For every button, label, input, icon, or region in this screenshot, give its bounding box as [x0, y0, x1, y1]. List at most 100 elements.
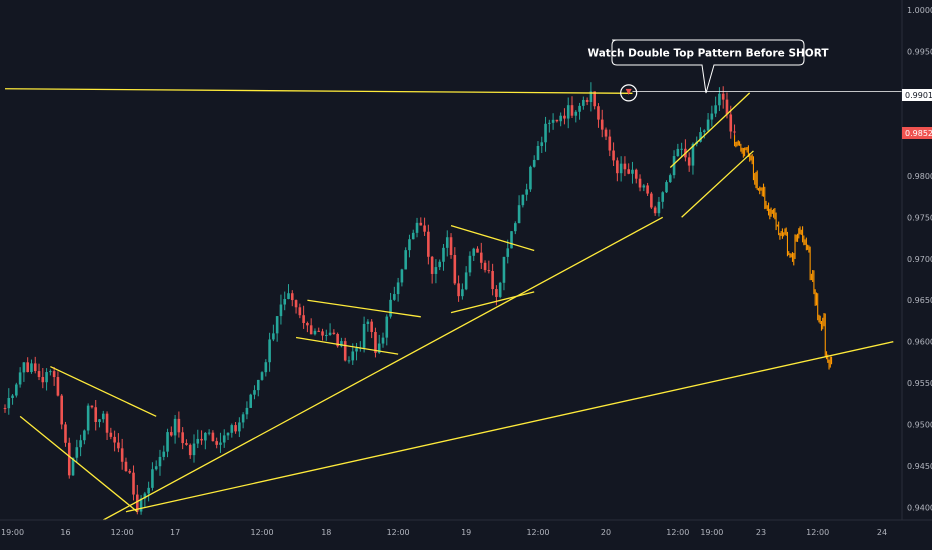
trendline-wedge-upper[interactable] — [669, 92, 751, 169]
candle-body — [389, 299, 392, 317]
candle-body — [192, 443, 196, 456]
candle-body — [661, 192, 665, 202]
candle-body — [298, 307, 302, 316]
candle-body — [113, 436, 116, 443]
candle-body — [710, 113, 714, 120]
candle-body — [151, 469, 154, 488]
x-tick-label: 19:00 — [700, 528, 723, 537]
candle-body — [396, 282, 400, 295]
candle-body — [170, 432, 173, 436]
candle-body — [15, 384, 18, 396]
candle-body — [56, 377, 60, 396]
callout[interactable]: Watch Double Top Pattern Before SHORT — [588, 39, 830, 94]
trendline-drawings[interactable] — [4, 88, 894, 521]
candle-body — [185, 443, 188, 445]
candle-body — [472, 248, 476, 256]
candle-body — [612, 150, 615, 161]
candle-body — [343, 341, 347, 361]
candle-body — [7, 398, 11, 409]
candle-body — [41, 377, 45, 383]
trendline-flag2-lower[interactable] — [295, 336, 399, 355]
candle-body — [120, 448, 124, 462]
candle-body — [725, 99, 729, 115]
candle-body — [268, 339, 271, 363]
candle-body — [559, 115, 562, 122]
candle-body — [290, 293, 294, 301]
candle-body — [162, 451, 166, 457]
candle-body — [328, 332, 332, 335]
candle-body — [506, 248, 510, 257]
candle-body — [139, 498, 143, 512]
trendline-wedge-lower[interactable] — [681, 150, 754, 218]
trendline-horizontal-resistance[interactable] — [4, 88, 633, 94]
candle-body — [188, 444, 192, 456]
candle-body — [438, 261, 441, 268]
candle-body — [657, 201, 661, 214]
candle-body — [136, 494, 139, 512]
candle-body — [241, 414, 245, 423]
candle-body — [411, 232, 415, 240]
candle-body — [249, 394, 252, 408]
candle-body — [464, 272, 468, 290]
candle-body — [67, 442, 71, 476]
candle-body — [302, 315, 305, 324]
resistance-price-text: 0.99015 — [905, 91, 932, 100]
candle-body — [521, 194, 525, 206]
trendline-flag1-lower[interactable] — [19, 415, 138, 513]
candle-body — [45, 372, 48, 383]
candle-body — [245, 407, 249, 415]
candle-body — [287, 293, 290, 300]
candle-body — [423, 225, 426, 232]
candle-body — [638, 178, 642, 188]
candle-body — [294, 300, 298, 308]
candle-body — [544, 123, 547, 143]
time-axis[interactable]: 19:00 16 12:00 17 12:00 18 12:00 19 12:00 20 12:00… — [0, 519, 932, 537]
callout-text: Watch Double Top Pattern Before SHORT — [588, 48, 830, 60]
candle-body — [634, 169, 638, 179]
candle-body — [551, 119, 555, 123]
candle-body — [687, 157, 691, 166]
candle-body — [699, 132, 702, 142]
y-tick-label: 0.99500 — [907, 47, 932, 56]
candle-body — [619, 163, 623, 174]
candle-body — [476, 248, 479, 253]
candle-body — [83, 430, 86, 441]
candle-body — [321, 331, 324, 336]
trendline-flag3-lower[interactable] — [450, 291, 535, 314]
candle-body — [332, 332, 336, 335]
candle-body — [211, 432, 215, 442]
y-tick-label: 0.94500 — [907, 462, 932, 471]
candle-body — [143, 493, 147, 499]
last-price-badge: 0.98527 — [902, 127, 932, 139]
trendline-major-support-1[interactable] — [102, 216, 664, 521]
candle-body — [381, 337, 385, 344]
candle-body — [653, 207, 657, 214]
candle-body — [729, 114, 733, 132]
candle-body — [351, 351, 355, 361]
candle-body — [578, 105, 581, 112]
candle-body — [385, 316, 389, 338]
trendline-flag1-upper[interactable] — [50, 365, 157, 417]
candle-body — [597, 106, 600, 120]
candle-body — [574, 111, 578, 116]
candle-body — [665, 182, 668, 193]
candle-body — [275, 316, 279, 334]
candle-body — [256, 379, 260, 391]
candle-body — [22, 362, 26, 373]
candle-body — [362, 324, 366, 348]
candle-body — [37, 371, 41, 378]
candle-body — [109, 432, 113, 437]
trendline-major-support-2[interactable] — [125, 341, 894, 513]
trendline-flag2-upper[interactable] — [307, 299, 421, 318]
x-tick-label: 20 — [601, 528, 611, 537]
candle-body — [453, 255, 457, 284]
candle-body — [204, 432, 207, 441]
candle-body — [86, 405, 90, 431]
trendline-flag3-upper[interactable] — [450, 224, 535, 252]
y-tick-label: 0.95000 — [907, 421, 932, 430]
y-tick-label: 0.95500 — [907, 379, 932, 388]
candle-body — [26, 362, 29, 373]
candle-body — [79, 440, 82, 448]
candle-body — [230, 425, 234, 433]
